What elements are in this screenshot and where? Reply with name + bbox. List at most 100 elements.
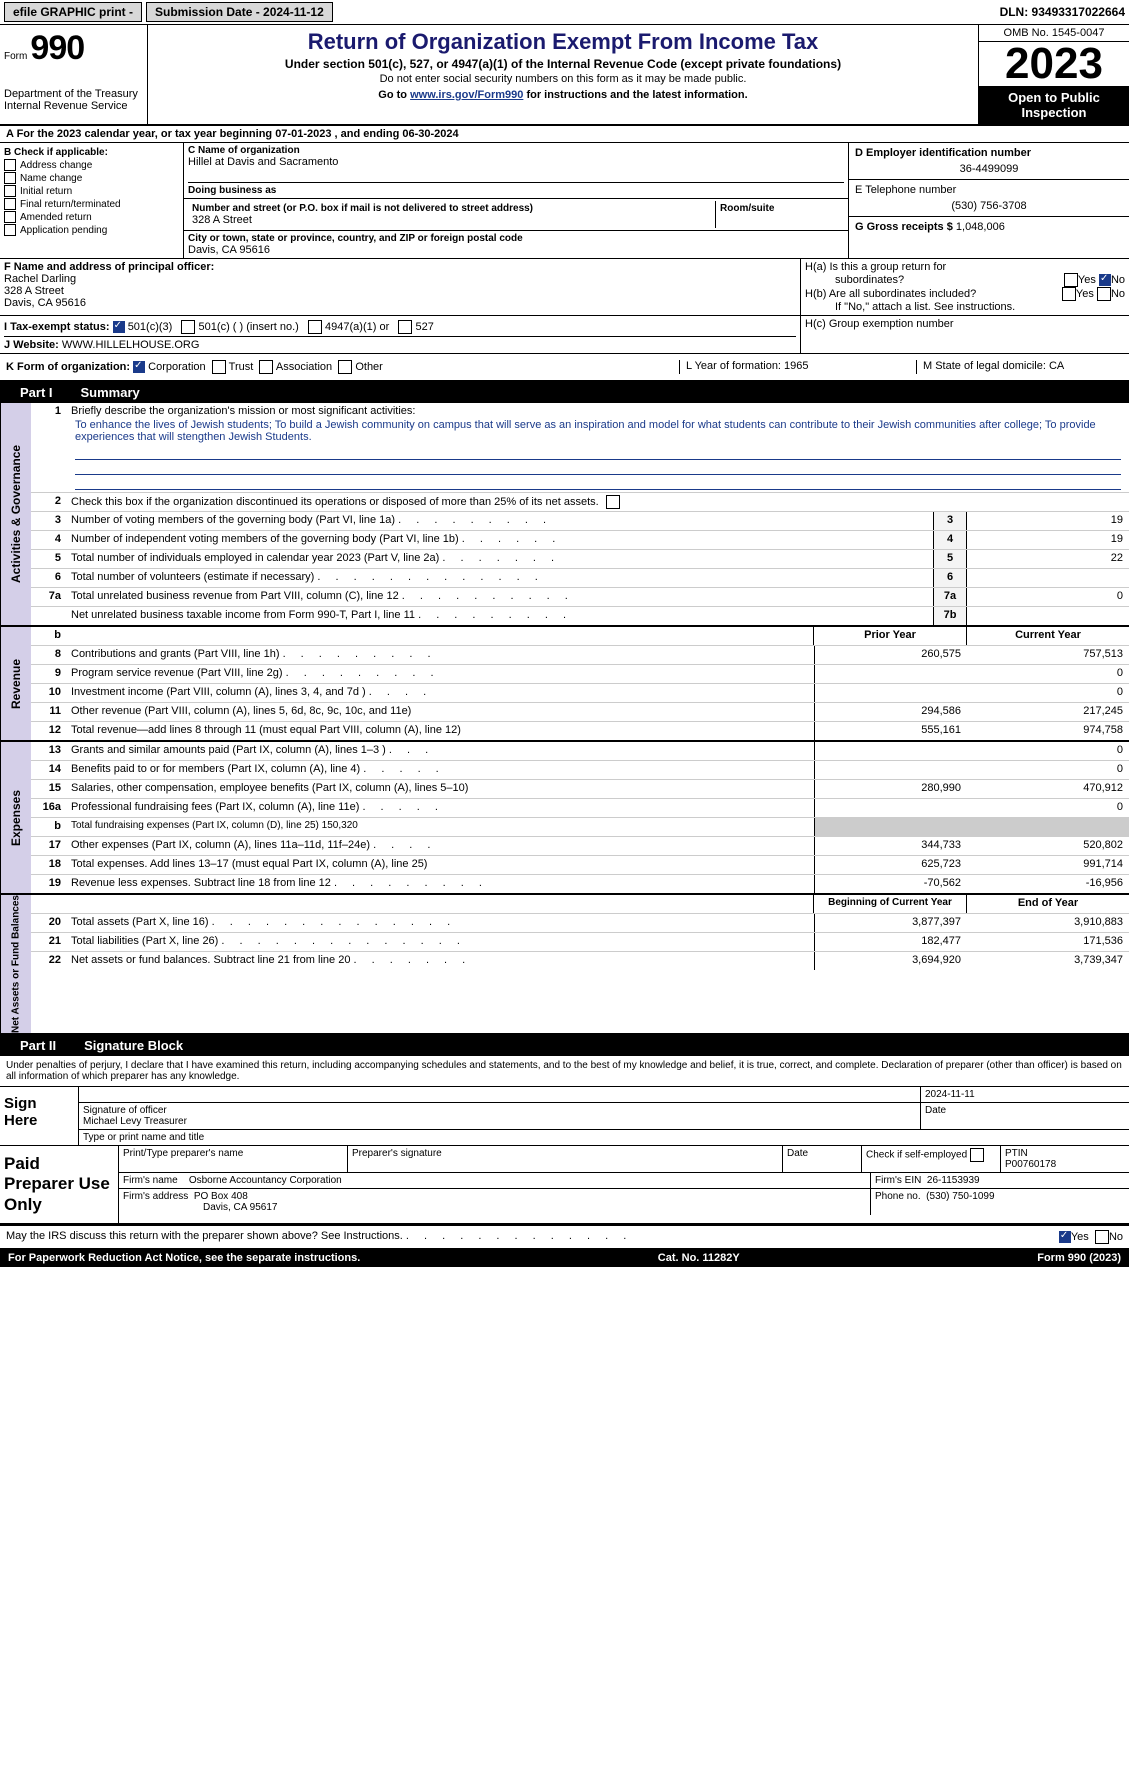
sig-date-label: Date [921,1103,1129,1129]
lbl-amended-return: Amended return [20,212,92,223]
form-990-number: 990 [30,29,84,67]
part-1-header: Part I Summary [0,382,1129,403]
tel-val: (530) 756-3708 [855,196,1123,212]
lbl-initial-return: Initial return [20,186,72,197]
chk-discontinued[interactable] [606,495,620,509]
line-8-text: Contributions and grants (Part VIII, lin… [67,646,814,664]
gross-label: G Gross receipts $ [855,221,953,233]
lbl-501c3: 501(c)(3) [128,321,173,333]
city-label: City or town, state or province, country… [188,233,844,244]
sign-here-label: Sign Here [0,1087,79,1145]
ssn-note: Do not enter social security numbers on … [152,73,974,85]
top-toolbar: efile GRAPHIC print - Submission Date - … [0,0,1129,25]
cat-no: Cat. No. 11282Y [658,1252,740,1264]
k-label: K Form of organization: [6,361,130,373]
col-current-year: Current Year [966,627,1129,645]
line-13-num: 13 [31,742,67,760]
line-16a-num: 16a [31,799,67,817]
chk-association[interactable] [259,360,273,374]
line-14-text: Benefits paid to or for members (Part IX… [67,761,814,779]
state-domicile: M State of legal domicile: CA [916,360,1123,374]
footer-bar: For Paperwork Reduction Act Notice, see … [0,1249,1129,1267]
chk-address-change[interactable] [4,159,16,171]
line-1-num: 1 [31,403,67,492]
line-15-text: Salaries, other compensation, employee b… [67,780,814,798]
line-18-text: Total expenses. Add lines 13–17 (must eq… [67,856,814,874]
cell-5-num: 5 [933,550,967,568]
line-17-text: Other expenses (Part IX, column (A), lin… [67,837,814,855]
tax-exempt-website: I Tax-exempt status: 501(c)(3) 501(c) ( … [0,316,801,353]
chk-initial-return[interactable] [4,185,16,197]
lbl-527: 527 [415,321,433,333]
cell-12-prior: 555,161 [814,722,967,740]
cell-8-current: 757,513 [967,646,1129,664]
link-post: for instructions and the latest informat… [526,89,747,101]
chk-ha-yes[interactable] [1064,273,1078,287]
chk-trust[interactable] [212,360,226,374]
chk-name-change[interactable] [4,172,16,184]
row-f-h: F Name and address of principal officer:… [0,259,1129,316]
line-21-num: 21 [31,933,67,951]
line-12-text: Total revenue—add lines 8 through 11 (mu… [67,722,814,740]
principal-officer-cell: F Name and address of principal officer:… [0,259,801,315]
mission-underline-3 [75,475,1121,490]
line-22-num: 22 [31,952,67,970]
org-name-label: C Name of organization [188,145,844,156]
lbl-other: Other [355,361,383,373]
title-box: Return of Organization Exempt From Incom… [148,25,978,124]
line-22-text: Net assets or fund balances. Subtract li… [67,952,814,970]
line-10-text: Investment income (Part VIII, column (A)… [67,684,814,702]
side-net-assets: Net Assets or Fund Balances [0,895,31,1033]
side-revenue: Revenue [0,627,31,740]
irs-link[interactable]: www.irs.gov/Form990 [410,89,523,101]
revenue-section: Revenue b Prior Year Current Year 8 Cont… [0,627,1129,742]
chk-ha-no[interactable] [1099,274,1111,286]
lbl-ha-yes: Yes [1078,274,1096,286]
side-expenses: Expenses [0,742,31,893]
cell-16b-prior [814,818,967,836]
chk-other[interactable] [338,360,352,374]
chk-discuss-yes[interactable] [1059,1231,1071,1243]
phone-val: (530) 750-1099 [926,1191,994,1202]
lbl-hb-yes: Yes [1076,288,1094,300]
chk-corporation[interactable] [133,361,145,373]
chk-amended-return[interactable] [4,211,16,223]
line-19-text: Revenue less expenses. Subtract line 18 … [67,875,814,893]
officer-street: 328 A Street [4,285,64,297]
row-k-l-m: K Form of organization: Corporation Trus… [0,354,1129,382]
chk-self-employed[interactable] [970,1148,984,1162]
sign-here-row: Sign Here 2024-11-11 Signature of office… [0,1086,1129,1145]
cell-16b-current [967,818,1129,836]
chk-hb-no[interactable] [1097,287,1111,301]
chk-527[interactable] [398,320,412,334]
cell-6-num: 6 [933,569,967,587]
line-16b-text: Total fundraising expenses (Part IX, col… [67,818,814,836]
chk-final-return[interactable] [4,198,16,210]
form-subtitle: Under section 501(c), 527, or 4947(a)(1)… [152,57,974,71]
chk-501c3[interactable] [113,321,125,333]
line-9-num: 9 [31,665,67,683]
line-11-text: Other revenue (Part VIII, column (A), li… [67,703,814,721]
chk-application-pending[interactable] [4,224,16,236]
cell-10-current: 0 [967,684,1129,702]
hb-note: If "No," attach a list. See instructions… [805,301,1125,313]
paperwork-notice: For Paperwork Reduction Act Notice, see … [8,1252,360,1264]
form-title: Return of Organization Exempt From Incom… [152,29,974,55]
sig-officer-label: Signature of officer [83,1105,167,1116]
cell-16a-prior [814,799,967,817]
net-spacer [67,895,813,913]
cell-20-prior: 3,877,397 [814,914,967,932]
line-7a-text: Total unrelated business revenue from Pa… [67,588,933,606]
chk-501c[interactable] [181,320,195,334]
line-9-text: Program service revenue (Part VIII, line… [67,665,814,683]
ptin-label: PTIN [1005,1148,1028,1159]
efile-print-button[interactable]: efile GRAPHIC print - [4,2,142,22]
cell-9-prior [814,665,967,683]
chk-discuss-no[interactable] [1095,1230,1109,1244]
cell-11-current: 217,245 [967,703,1129,721]
lbl-discuss-yes: Yes [1071,1231,1089,1243]
chk-4947[interactable] [308,320,322,334]
firm-ein-label: Firm's EIN [875,1175,921,1186]
chk-hb-yes[interactable] [1062,287,1076,301]
officer-city: Davis, CA 95616 [4,297,86,309]
